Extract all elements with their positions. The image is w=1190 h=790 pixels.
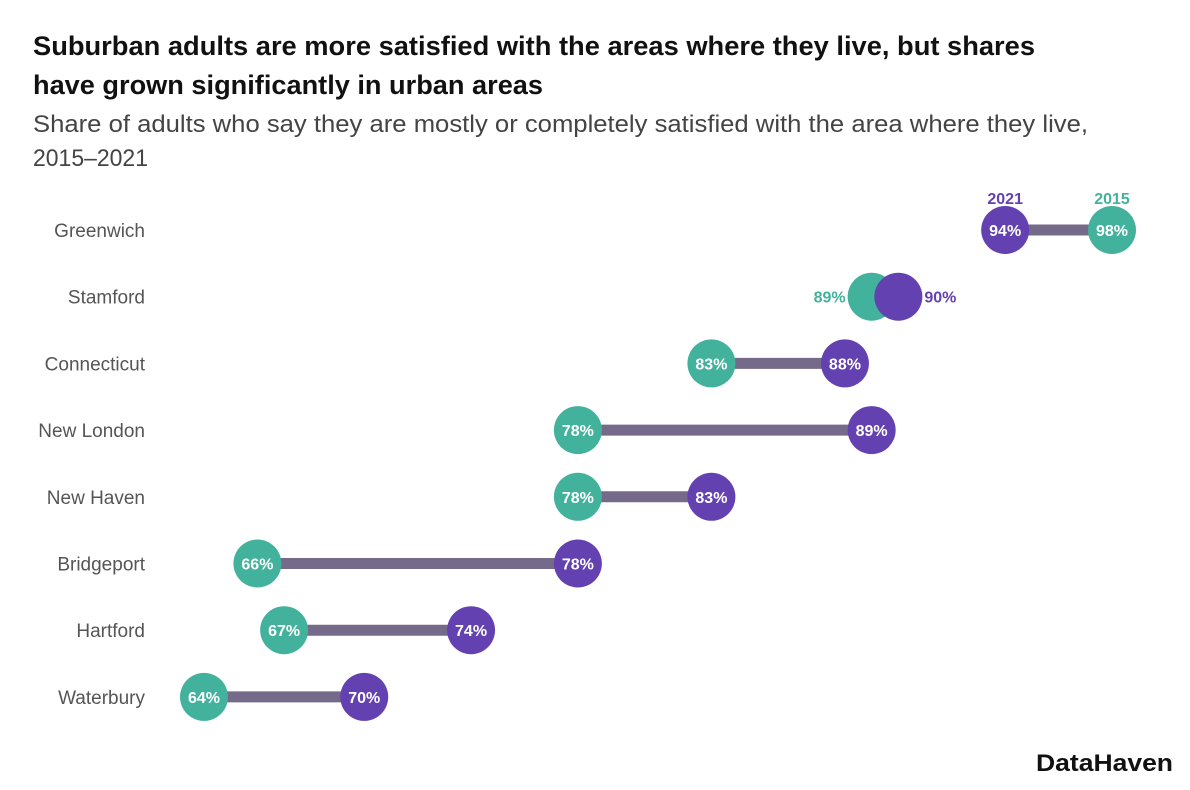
value-label: 90% (924, 290, 956, 307)
category-label: Stamford (68, 288, 145, 309)
value-label: 78% (562, 423, 594, 440)
category-label: Bridgeport (57, 555, 145, 576)
point-2021 (820, 339, 869, 388)
value-label: 98% (1096, 223, 1128, 240)
chart-subtitle-line-1: Share of adults who say they are mostly … (33, 111, 1088, 138)
chart-title-line-2: have grown significantly in urban areas (33, 70, 543, 100)
legend-label-2015: 2015 (1094, 191, 1130, 208)
value-label: 70% (348, 690, 380, 707)
point-2021 (874, 272, 923, 321)
value-label: 83% (695, 490, 727, 507)
point-2015 (553, 472, 602, 521)
value-label: 66% (241, 557, 273, 574)
value-label: 83% (695, 356, 727, 373)
point-2015 (180, 672, 228, 721)
category-label: New London (38, 421, 145, 442)
value-label: 78% (562, 490, 594, 507)
point-2021 (447, 606, 496, 655)
point-2015 (233, 539, 282, 588)
value-label: 89% (856, 423, 888, 440)
value-label: 67% (268, 623, 300, 640)
point-2015 (553, 406, 602, 455)
category-label: Connecticut (45, 354, 146, 375)
chart-title-line-1: Suburban adults are more satisfied with … (33, 31, 1035, 61)
category-label: Greenwich (54, 221, 145, 242)
point-2021 (553, 539, 602, 588)
point-2015 (687, 339, 736, 388)
value-label: 89% (814, 290, 846, 307)
value-label: 94% (989, 223, 1021, 240)
value-label: 78% (562, 557, 594, 574)
category-label: New Haven (47, 488, 145, 509)
datahaven-logo: DataHaven (1036, 750, 1173, 777)
category-label: Hartford (76, 621, 145, 642)
point-2021 (340, 672, 389, 721)
point-2021 (981, 206, 1030, 254)
point-2021 (687, 472, 736, 521)
point-2021 (847, 406, 896, 455)
point-2015 (1088, 206, 1136, 254)
value-label: 88% (829, 356, 861, 373)
point-2015 (260, 606, 309, 655)
value-label: 74% (455, 623, 487, 640)
legend-label-2021: 2021 (987, 191, 1023, 208)
category-label: Waterbury (58, 688, 145, 709)
chart-subtitle-line-2: 2015–2021 (33, 145, 148, 172)
value-label: 64% (188, 690, 220, 707)
